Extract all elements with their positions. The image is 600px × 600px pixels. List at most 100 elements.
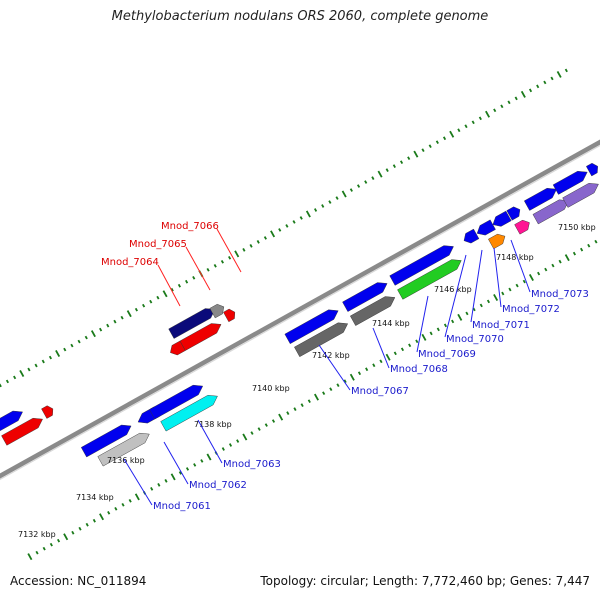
tick-mark [493,108,497,113]
tick-mark [335,196,339,200]
scale-labels: 7132 kbp 7134 kbp 7136 kbp 7138 kbp 7140 kbp… [18,223,596,539]
tick-mark [464,124,468,129]
tick-mark [564,68,568,73]
lower-gene-labels: Mnod_7061 Mnod_7062 Mnod_7063 Mnod_7067 Mnod… [123,239,589,512]
tick-mark [27,553,33,561]
tick-mark [486,299,491,304]
tick-mark [544,267,548,272]
tick-mark [250,431,254,435]
tick-mark [292,220,296,224]
tick-mark [13,375,17,380]
tick-mark [221,447,225,451]
gene-arrow-inner [160,395,218,432]
tick-mark [478,116,482,121]
leader-line [157,264,181,307]
gene-arrow-inner [350,296,396,326]
tick-mark [349,373,355,381]
gene-arrow-inner [389,245,454,286]
tick-mark [508,287,512,292]
gene-arrow [80,424,132,458]
tick-mark [408,343,412,348]
scale-label: 7144 kbp [372,319,410,328]
tick-mark [185,467,190,471]
tick-mark [429,331,433,336]
tick-mark [71,530,75,535]
tick-mark [336,383,340,388]
gene-arrow [506,206,521,221]
tick-mark [120,315,124,320]
scale-label: 7134 kbp [76,493,114,502]
tick-mark [48,355,53,360]
gene-label-upper: Mnod_7065 [129,239,187,250]
tick-mark [90,330,96,338]
tick-mark [393,351,397,356]
tick-mark [185,279,189,284]
tick-mark [19,369,25,377]
upper-gene-labels: Mnod_7064 Mnod_7065 Mnod_7066 [101,221,242,307]
tick-mark [200,459,204,463]
gene-arrow [488,233,506,250]
scale-label: 7142 kbp [312,351,350,360]
tick-mark [134,307,138,312]
leader-line [444,254,467,338]
tick-mark [343,379,347,384]
gene-arrow [463,228,480,244]
tick-mark [55,350,61,358]
gene-arrow-upper [1,417,43,446]
tick-mark [293,407,297,411]
scale-label: 7132 kbp [18,530,56,539]
gene-arrow [294,322,349,357]
tick-mark [479,303,483,308]
gene-arrow [397,259,462,300]
scale-label: 7146 kbp [434,285,472,294]
tick-mark [149,299,153,304]
tick-mark [278,413,284,421]
tick-mark [451,319,455,324]
tick-mark [507,100,511,105]
tick-mark [428,144,432,149]
scale-label: 7140 kbp [252,384,290,393]
tick-mark [421,148,425,153]
tick-mark [177,283,181,288]
tick-mark [385,168,389,172]
tick-mark [107,510,111,515]
gene-arrow [209,303,225,319]
scale-label: 7148 kbp [496,253,534,262]
tick-mark [213,263,217,268]
tick-mark [365,367,369,372]
tick-mark [84,335,88,340]
tick-mark [63,533,69,541]
gene-label-lower: Mnod_7069 [418,349,476,360]
tick-mark [157,483,161,487]
gene-label-lower: Mnod_7061 [153,501,211,512]
leader-line [197,419,223,464]
tick-mark [436,327,440,332]
tick-mark [164,479,168,483]
tick-mark [385,353,391,361]
tick-mark [564,254,570,262]
tick-mark [341,190,347,198]
gene-arrow-inner [552,171,588,195]
gene-label-lower: Mnod_7067 [351,386,409,397]
gene-arrow [350,296,396,326]
gene-arrow [562,183,599,208]
tick-mark [514,96,518,101]
tick-mark [472,307,476,312]
tick-mark [572,251,577,256]
gene-arrow [97,432,150,467]
leader-line [185,246,211,291]
gene-arrow [284,309,339,344]
tick-mark [236,439,240,443]
tick-mark [372,363,376,368]
tick-mark [49,542,53,547]
tick-mark [234,250,240,258]
tick-mark [56,538,61,543]
tick-mark [106,323,110,328]
tick-mark [286,411,290,415]
leader-line [123,458,153,506]
gene-arrow-inner [476,219,496,236]
tick-mark [522,279,526,284]
tick-mark [300,403,304,407]
